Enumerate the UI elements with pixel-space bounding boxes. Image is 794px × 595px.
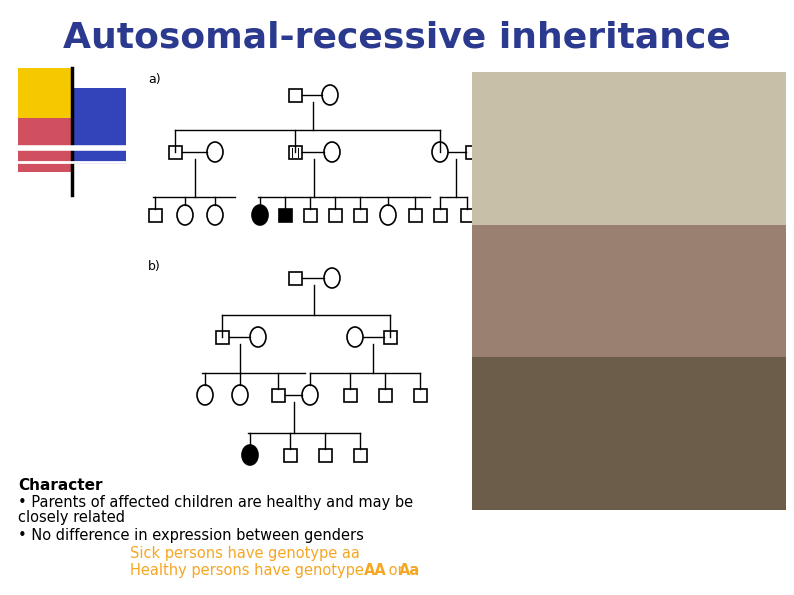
Text: closely related: closely related	[18, 510, 125, 525]
Bar	[472, 72, 786, 239]
Bar	[18, 68, 72, 118]
Bar	[283, 449, 296, 462]
Bar	[288, 146, 302, 158]
Bar	[408, 208, 422, 221]
Ellipse shape	[207, 142, 223, 162]
Text: • No difference in expression between genders: • No difference in expression between ge…	[18, 528, 364, 543]
Bar	[434, 208, 446, 221]
Text: or: or	[384, 563, 408, 578]
Bar	[353, 449, 367, 462]
Bar	[318, 449, 332, 462]
Bar	[472, 72, 786, 510]
Ellipse shape	[252, 205, 268, 225]
Text: AA: AA	[364, 563, 386, 578]
Bar	[288, 89, 302, 102]
Bar	[472, 343, 786, 510]
Bar	[465, 146, 479, 158]
Bar	[215, 330, 229, 343]
Ellipse shape	[302, 385, 318, 405]
Bar	[472, 226, 786, 356]
Text: Autosomal-recessive inheritance: Autosomal-recessive inheritance	[63, 21, 731, 55]
Bar	[344, 389, 357, 402]
Bar	[168, 146, 182, 158]
Text: Character: Character	[18, 478, 102, 493]
Bar	[288, 271, 302, 284]
Ellipse shape	[347, 327, 363, 347]
Ellipse shape	[250, 327, 266, 347]
Text: Aa: Aa	[399, 563, 420, 578]
Bar	[272, 389, 284, 402]
Ellipse shape	[207, 205, 223, 225]
Text: Sick persons have genotype aa: Sick persons have genotype aa	[130, 546, 360, 561]
Text: Healthy persons have genotype: Healthy persons have genotype	[130, 563, 368, 578]
Bar	[384, 330, 396, 343]
Ellipse shape	[177, 205, 193, 225]
Bar	[379, 389, 391, 402]
Bar	[72, 88, 126, 164]
Ellipse shape	[380, 205, 396, 225]
Ellipse shape	[232, 385, 248, 405]
Bar	[461, 208, 473, 221]
Text: b): b)	[148, 260, 160, 273]
Ellipse shape	[322, 85, 338, 105]
Bar	[303, 208, 317, 221]
Bar	[18, 118, 72, 172]
Bar	[148, 208, 161, 221]
Ellipse shape	[432, 142, 448, 162]
Ellipse shape	[324, 142, 340, 162]
Bar	[329, 208, 341, 221]
Bar	[414, 389, 426, 402]
Ellipse shape	[197, 385, 213, 405]
Text: a): a)	[148, 73, 160, 86]
Bar	[279, 208, 291, 221]
Bar	[353, 208, 367, 221]
Ellipse shape	[324, 268, 340, 288]
Text: • Parents of affected children are healthy and may be: • Parents of affected children are healt…	[18, 495, 413, 510]
Ellipse shape	[242, 445, 258, 465]
